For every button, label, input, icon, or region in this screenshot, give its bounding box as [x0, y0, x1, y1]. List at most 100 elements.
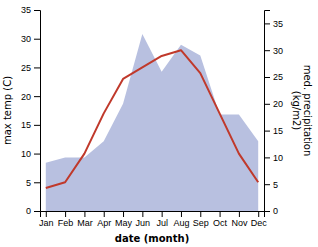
x-tick-mark: [258, 211, 259, 217]
y-tick-mark: [34, 39, 40, 40]
y2-tick-mark: [264, 184, 270, 185]
y-tick: 10: [21, 149, 40, 159]
y2-tick-label: 35: [273, 19, 283, 29]
x-tick-label: Nov: [231, 218, 248, 228]
precip-area: [46, 34, 258, 211]
y-tick: 15: [21, 120, 40, 130]
x-tick-mark: [239, 211, 240, 217]
y2-tick-label: 25: [273, 72, 283, 82]
y2-axis: 0 5 10 15 20 25 30 35: [264, 11, 283, 217]
x-tick: Mar: [77, 211, 93, 228]
plot-area: Jan FebMar Apr MayJun Jul Aug Sep OctNovDec 0 5 10…: [21, 5, 283, 228]
x-tick: Sep: [193, 211, 209, 228]
y-tick-mark: [34, 154, 40, 155]
y2-tick: 5: [264, 180, 278, 190]
y-tick-label: 10: [21, 149, 31, 159]
x-tick-mark: [65, 211, 66, 217]
y2-tick-mark: [264, 23, 270, 24]
x-tick-mark: [181, 211, 182, 217]
x-tick-label: Apr: [97, 218, 111, 228]
y2-tick-label: 5: [273, 180, 278, 190]
y-axis-title: max temp (C): [2, 76, 13, 145]
y2-axis-line: [265, 11, 271, 212]
x-tick-label: Mar: [77, 218, 93, 228]
y2-tick-mark: [264, 104, 270, 105]
x-tick-label: May: [115, 218, 133, 228]
y2-tick-mark: [264, 157, 270, 158]
y2-tick-mark: [264, 131, 270, 132]
y2-tick-mark: [264, 50, 270, 51]
x-tick: Nov: [231, 211, 248, 228]
x-tick: Jan: [39, 211, 54, 228]
y-tick-mark: [34, 10, 40, 11]
y2-tick: 30: [264, 46, 283, 56]
x-tick: May: [115, 211, 133, 228]
x-tick-label: Feb: [58, 218, 74, 228]
y-tick-mark: [34, 211, 40, 212]
y-tick-label: 35: [21, 5, 31, 15]
y-tick-mark: [34, 96, 40, 97]
x-tick: Oct: [213, 211, 228, 228]
x-tick: Dec: [251, 211, 268, 228]
x-tick-label: Sep: [193, 218, 209, 228]
x-tick-mark: [142, 211, 143, 217]
x-axis-title: date (month): [115, 233, 189, 244]
x-tick-mark: [220, 211, 221, 217]
x-tick-mark: [84, 211, 85, 217]
y2-tick: 10: [264, 153, 283, 163]
x-tick-label: Jul: [156, 218, 168, 228]
y2-tick-label: 20: [273, 99, 283, 109]
y-tick-mark: [34, 67, 40, 68]
y2-axis-title-line: (kg/m2): [291, 91, 302, 131]
y-axis: 0 5 10 15 20 25 30 35: [21, 5, 41, 216]
y-tick-label: 5: [26, 178, 31, 188]
y2-tick-label: 0: [273, 206, 278, 216]
x-tick-mark: [46, 211, 47, 217]
y-tick-label: 15: [21, 120, 31, 130]
y-tick: 20: [21, 92, 40, 102]
x-axis: Jan FebMar Apr MayJun Jul Aug Sep OctNovDec: [39, 211, 267, 228]
y2-tick: 35: [264, 19, 283, 29]
x-tick-mark: [162, 211, 163, 217]
x-tick-label: Aug: [173, 218, 189, 228]
y2-tick-mark: [264, 77, 270, 78]
y-tick: 35: [21, 5, 40, 15]
y2-axis-title-line: med. precipitation: [302, 65, 313, 157]
x-tick-label: Jan: [39, 218, 54, 228]
x-tick-mark: [200, 211, 201, 217]
y-tick-label: 25: [21, 63, 31, 73]
y2-tick-label: 10: [273, 153, 283, 163]
x-tick: Jun: [136, 211, 151, 228]
y-tick-label: 20: [21, 92, 31, 102]
x-tick-label: Jun: [136, 218, 151, 228]
x-tick: Jul: [156, 211, 168, 228]
x-tick-label: Dec: [251, 218, 268, 228]
y-tick-mark: [34, 125, 40, 126]
y2-tick-label: 30: [273, 46, 283, 56]
y-axis-line: [34, 11, 41, 212]
y-tick-label: 30: [21, 34, 31, 44]
y-tick-mark: [34, 182, 40, 183]
x-tick: Apr: [97, 211, 111, 228]
x-tick-mark: [104, 211, 105, 217]
chart-svg: Jan FebMar Apr MayJun Jul Aug Sep OctNovDec 0 5 10…: [0, 0, 318, 247]
marks: [46, 34, 258, 211]
x-tick-mark: [123, 211, 124, 217]
x-tick: Feb: [58, 211, 74, 228]
y-tick: 25: [21, 63, 40, 73]
x-axis-line: [41, 212, 265, 218]
x-tick: Aug: [173, 211, 189, 228]
x-tick-label: Oct: [213, 218, 228, 228]
y2-tick: 20: [264, 99, 283, 109]
y2-tick: 25: [264, 72, 283, 82]
y2-tick-label: 15: [273, 126, 283, 136]
y2-tick: 15: [264, 126, 283, 136]
y2-tick: 0: [264, 206, 278, 216]
y-tick: 5: [26, 178, 40, 188]
y-tick: 0: [26, 206, 40, 216]
y2-tick-mark: [264, 211, 270, 212]
temp-line: [46, 50, 258, 188]
y2-axis-title: med. precipitation(kg/m2): [291, 65, 314, 157]
chart-container: Jan FebMar Apr MayJun Jul Aug Sep OctNovDec 0 5 10…: [0, 0, 318, 247]
y-tick-label: 0: [26, 206, 31, 216]
